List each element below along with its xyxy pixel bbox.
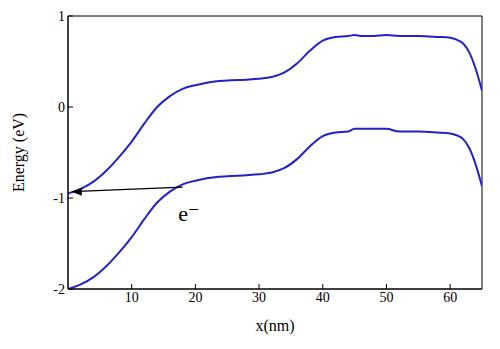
svg-text:50: 50 [379, 290, 393, 305]
svg-text:1: 1 [58, 9, 65, 24]
svg-text:40: 40 [316, 290, 330, 305]
svg-text:Energy (eV): Energy (eV) [10, 113, 28, 192]
svg-text:-2: -2 [53, 282, 65, 297]
svg-text:60: 60 [443, 290, 457, 305]
svg-text:-1: -1 [53, 191, 65, 206]
svg-text:e⁻: e⁻ [178, 201, 199, 226]
svg-text:10: 10 [125, 290, 139, 305]
svg-text:x(nm): x(nm) [255, 317, 294, 335]
svg-text:30: 30 [252, 290, 266, 305]
svg-text:0: 0 [58, 100, 65, 115]
svg-text:20: 20 [188, 290, 202, 305]
